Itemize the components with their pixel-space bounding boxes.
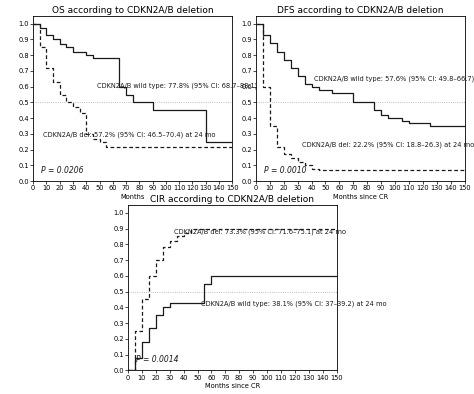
X-axis label: Months since CR: Months since CR	[333, 194, 388, 200]
Text: CDKN2A/B del: 22.2% (95% CI: 18.8–26.3) at 24 mo: CDKN2A/B del: 22.2% (95% CI: 18.8–26.3) …	[302, 142, 474, 148]
Title: DFS according to CDKN2A/B deletion: DFS according to CDKN2A/B deletion	[277, 6, 444, 15]
Text: P = 0.0206: P = 0.0206	[41, 166, 83, 175]
X-axis label: Months: Months	[120, 194, 145, 200]
Text: CDKN2A/B wild type: 57.6% (95% CI: 49.8–66.7) at 24 mo: CDKN2A/B wild type: 57.6% (95% CI: 49.8–…	[314, 76, 474, 82]
Text: P = 0.0014: P = 0.0014	[137, 355, 179, 364]
Text: CDKN2A/B del: 57.2% (95% CI: 46.5–70.4) at 24 mo: CDKN2A/B del: 57.2% (95% CI: 46.5–70.4) …	[43, 132, 216, 138]
Text: CDKN2A/B wild type: 38.1% (95% CI: 37–39.2) at 24 mo: CDKN2A/B wild type: 38.1% (95% CI: 37–39…	[201, 301, 387, 307]
Text: P = 0.0010: P = 0.0010	[264, 166, 307, 175]
X-axis label: Months since CR: Months since CR	[205, 383, 260, 389]
Text: CDKN2A/B del: 73.3% (95% CI: 71.6–75.1) at 24 mo: CDKN2A/B del: 73.3% (95% CI: 71.6–75.1) …	[174, 228, 346, 235]
Title: OS according to CDKN2A/B deletion: OS according to CDKN2A/B deletion	[52, 6, 213, 15]
Text: CDKN2A/B wild type: 77.8% (95% CI: 68.7–88.1) at 24 mo: CDKN2A/B wild type: 77.8% (95% CI: 68.7–…	[97, 82, 290, 89]
Title: CIR according to CDKN2A/B deletion: CIR according to CDKN2A/B deletion	[150, 195, 314, 204]
